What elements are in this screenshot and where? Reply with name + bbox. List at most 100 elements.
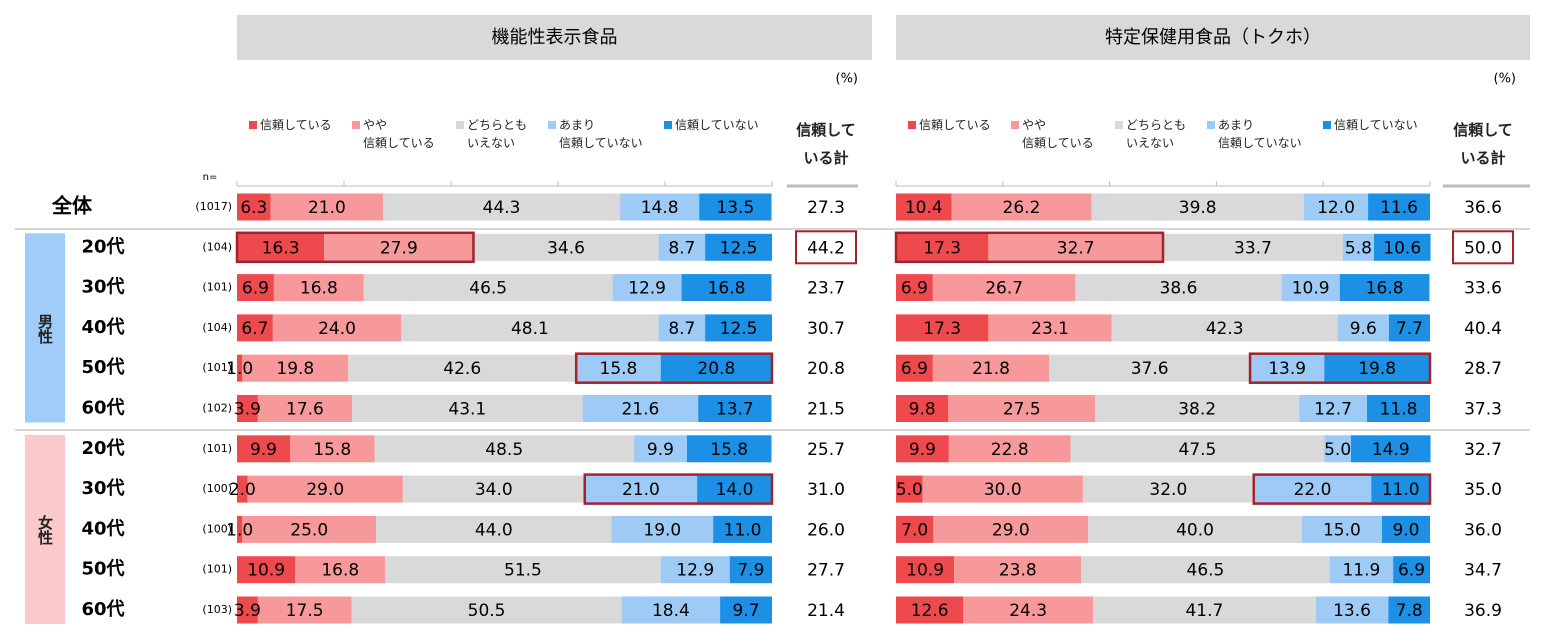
total-label: 33.6 bbox=[1464, 279, 1502, 299]
value-label: 15.0 bbox=[1323, 520, 1361, 540]
total-label: 27.7 bbox=[807, 561, 845, 581]
bar-segment bbox=[237, 395, 258, 422]
value-label: 47.5 bbox=[1179, 440, 1217, 460]
legend-marker bbox=[1207, 121, 1215, 129]
bar-segment bbox=[896, 274, 933, 302]
bar-segment bbox=[633, 435, 687, 463]
unit-label: (%) bbox=[836, 72, 859, 87]
value-label: 17.3 bbox=[923, 238, 961, 258]
total-label: 32.7 bbox=[1464, 440, 1502, 460]
value-label: 48.5 bbox=[485, 440, 523, 460]
highlight-box bbox=[235, 231, 475, 264]
total-label: 44.2 bbox=[807, 238, 845, 258]
value-label: 19.0 bbox=[643, 520, 681, 540]
bar-segment bbox=[237, 354, 243, 382]
value-label: 11.0 bbox=[1382, 480, 1420, 500]
value-label: 20.8 bbox=[697, 359, 735, 379]
value-label: 10.6 bbox=[1383, 238, 1421, 258]
total-label: 23.7 bbox=[807, 279, 845, 299]
total-label: 31.0 bbox=[807, 480, 845, 500]
value-label: 12.0 bbox=[1317, 198, 1355, 218]
bar-segment bbox=[1250, 354, 1325, 382]
value-label: 25.0 bbox=[290, 520, 328, 540]
n-title: n= bbox=[203, 172, 218, 183]
bar-segment bbox=[584, 475, 698, 503]
bar-segment bbox=[1368, 193, 1430, 221]
bar-segment bbox=[1324, 354, 1430, 382]
bar-segment bbox=[988, 314, 1112, 342]
value-label: 33.7 bbox=[1234, 238, 1272, 258]
bar-segment bbox=[273, 274, 364, 302]
title-bg bbox=[237, 15, 872, 60]
n-label: (100) bbox=[202, 522, 232, 535]
bar-segment bbox=[257, 596, 352, 624]
total-label: 36.9 bbox=[1464, 601, 1502, 621]
value-label: 2.0 bbox=[229, 480, 256, 500]
bar-segment bbox=[621, 596, 721, 624]
group-box bbox=[25, 233, 65, 423]
bar-segment bbox=[896, 193, 952, 221]
total-label: 21.5 bbox=[807, 400, 845, 420]
value-label: 22.0 bbox=[1294, 480, 1332, 500]
bar-segment bbox=[612, 274, 682, 302]
value-label: 3.9 bbox=[234, 601, 261, 621]
value-label: 7.0 bbox=[901, 520, 928, 540]
bar-segment bbox=[1366, 395, 1430, 422]
category-label: 30代 bbox=[81, 478, 124, 499]
value-label: 17.3 bbox=[923, 319, 961, 339]
bar-segment bbox=[1299, 395, 1367, 422]
category-label: 全体 bbox=[51, 194, 93, 218]
bar-segment bbox=[1111, 314, 1338, 342]
total-label: 27.3 bbox=[807, 198, 845, 218]
bar-segment bbox=[1088, 515, 1302, 543]
total-label: 36.0 bbox=[1464, 520, 1502, 540]
value-label: 27.5 bbox=[1003, 400, 1041, 420]
value-label: 9.6 bbox=[1350, 319, 1377, 339]
value-label: 16.8 bbox=[1366, 279, 1404, 299]
group-box bbox=[25, 434, 65, 624]
bar-segment bbox=[1091, 193, 1304, 221]
total-title: 信頼して いる計 bbox=[796, 121, 856, 167]
highlight-box bbox=[1452, 230, 1514, 265]
group-label: 男性 bbox=[36, 313, 54, 344]
bar-segment bbox=[237, 556, 296, 584]
bar-segment bbox=[896, 354, 933, 382]
bar-segment bbox=[1373, 233, 1431, 261]
bar-segment bbox=[1095, 395, 1300, 422]
bar-segment bbox=[896, 395, 949, 422]
bar-segment bbox=[1337, 314, 1389, 342]
bar-segment bbox=[697, 475, 772, 503]
bar-segment bbox=[658, 314, 706, 342]
value-label: 21.0 bbox=[308, 198, 346, 218]
value-label: 39.8 bbox=[1179, 198, 1217, 218]
value-label: 12.7 bbox=[1314, 400, 1352, 420]
value-label: 13.9 bbox=[1268, 359, 1306, 379]
value-label: 26.7 bbox=[985, 279, 1023, 299]
n-label: (101) bbox=[202, 442, 232, 455]
n-label: (1017) bbox=[195, 200, 232, 213]
bar-segment bbox=[1388, 314, 1430, 342]
highlight-box bbox=[574, 352, 774, 384]
bar-segment bbox=[383, 193, 621, 221]
bar-segment bbox=[1339, 274, 1430, 302]
bar-segment bbox=[932, 274, 1076, 302]
bar-segment bbox=[376, 515, 612, 543]
value-label: 19.8 bbox=[276, 359, 314, 379]
value-label: 17.5 bbox=[286, 601, 324, 621]
bar-segment bbox=[896, 556, 955, 584]
bar-segment bbox=[686, 435, 772, 463]
bar-segment bbox=[1281, 274, 1340, 302]
value-label: 38.2 bbox=[1178, 400, 1216, 420]
bar-segment bbox=[713, 515, 772, 543]
legend-label: あまり 信頼していない bbox=[559, 118, 643, 150]
total-label: 40.4 bbox=[1464, 319, 1502, 339]
value-label: 10.9 bbox=[906, 561, 944, 581]
value-label: 8.7 bbox=[668, 319, 695, 339]
bar-segment bbox=[720, 596, 772, 624]
bar-segment bbox=[1329, 556, 1394, 584]
value-label: 11.9 bbox=[1342, 561, 1380, 581]
value-label: 3.9 bbox=[234, 400, 261, 420]
legend-marker bbox=[1323, 121, 1331, 129]
value-label: 27.9 bbox=[380, 238, 418, 258]
